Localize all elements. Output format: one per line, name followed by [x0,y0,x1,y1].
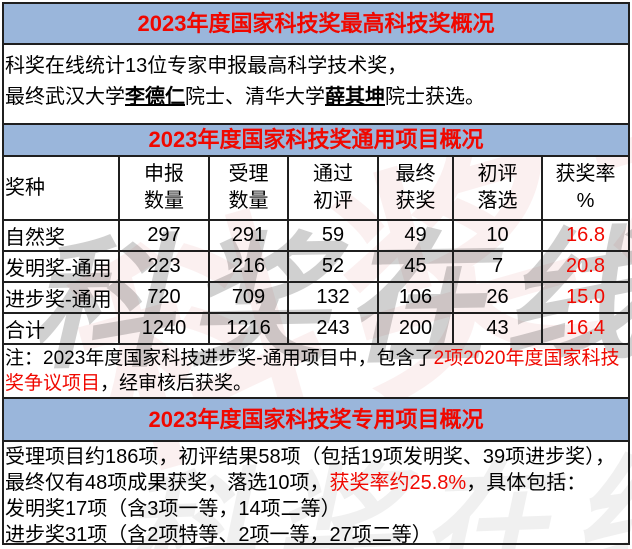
intro-line-2-mid: 院士、清华大学 [185,86,325,108]
laureate-li-deren: 李德仁 [125,86,185,108]
intro-line-2-suffix: 院士获选。 [385,86,485,108]
laureate-xue-qikun: 薛其坤 [325,86,385,108]
table-cell: 243 [287,312,379,345]
table-cell: 216 [208,250,289,283]
table-row-natural-science: 自然奖 297 291 59 49 10 16.8 [4,219,628,252]
header-supreme-award: 2023年度国家科技奖最高科技奖概况 [4,4,628,45]
special-award-rate: 获奖率约25.8% [329,472,467,494]
table-cell: 1216 [208,312,289,345]
table-cell: 1240 [118,312,210,345]
award-rate-cell: 15.0 [541,281,628,314]
col-award-type: 奖种 [4,157,120,221]
row-label: 发明奖-通用 [4,250,120,283]
table-cell: 10 [452,219,543,252]
table-cell: 223 [118,250,210,283]
award-rate-cell: 20.8 [541,250,628,283]
award-rate-cell: 16.4 [541,312,628,345]
table-cell: 291 [208,219,289,252]
intro-line-2: 最终武汉大学李德仁院士、清华大学薛其坤院士获选。 [4,82,628,113]
table-cell: 106 [377,281,454,314]
special-line-1: 受理项目约186项，初评结果58项（包括19项发明奖、39项进步奖）， [5,446,616,468]
special-line-2-prefix: 最终仅有48项成果获奖，落选10项， [5,472,330,494]
col-accepted: 受理 数量 [208,157,289,221]
header-general-projects: 2023年度国家科技奖通用项目概况 [4,125,628,157]
table-cell: 52 [287,250,379,283]
supreme-award-summary: 科奖在线统计13位专家申报最高科学技术奖， 最终武汉大学李德仁院士、清华大学薛其… [4,45,628,125]
table-cell: 709 [208,281,289,314]
special-projects-summary: 受理项目约186项，初评结果58项（包括19项发明奖、39项进步奖）， 最终仅有… [4,442,628,548]
intro-line-2-prefix: 最终武汉大学 [5,86,125,108]
intro-line-1: 科奖在线统计13位专家申报最高科学技术奖， [5,55,408,77]
col-final-awarded: 最终 获奖 [377,157,454,221]
col-applications: 申报 数量 [118,157,210,221]
footnote-disputed-projects: 2项2020年度国家科技奖争议项目 [5,348,620,394]
table-cell: 720 [118,281,210,314]
row-label: 合计 [4,312,120,345]
award-rate-cell: 16.8 [541,219,628,252]
table-row-total: 合计 1240 1216 243 200 43 16.4 [4,312,628,345]
general-projects-table: 奖种 申报 数量 受理 数量 通过 初评 最终 获奖 初评 落选 获奖率 % 自… [4,157,628,345]
table-row-invention-general: 发明奖-通用 223 216 52 45 7 20.8 [4,250,628,283]
col-preliminary-eliminated: 初评 落选 [452,157,543,221]
table-cell: 132 [287,281,379,314]
table-cell: 7 [452,250,543,283]
footnote: 注：2023年度国家科技进步奖-通用项目中，包含了2项2020年度国家科技奖争议… [4,345,628,399]
col-passed-preliminary: 通过 初评 [287,157,379,221]
header-special-projects: 2023年度国家科技奖专用项目概况 [4,399,628,442]
table-cell: 43 [452,312,543,345]
row-label: 自然奖 [4,219,120,252]
special-line-3: 发明奖17项（含3项一等，14项二等） [5,498,341,520]
special-line-2: 最终仅有48项成果获奖，落选10项，获奖率约25.8%，具体包括： [4,470,628,496]
special-line-4: 进步奖31项（含2项特等、2项一等，27项二等） [5,524,432,546]
table-cell: 49 [377,219,454,252]
table-cell: 297 [118,219,210,252]
row-label: 进步奖-通用 [4,281,120,314]
footnote-prefix: 注：2023年度国家科技进步奖-通用项目中，包含了 [5,348,434,369]
special-line-2-suffix: ，具体包括： [466,472,587,494]
table-cell: 59 [287,219,379,252]
table-cell: 45 [377,250,454,283]
table-cell: 200 [377,312,454,345]
table-cell: 26 [452,281,543,314]
footnote-suffix: ，经审核后获奖。 [100,373,253,394]
table-row-progress-general: 进步奖-通用 720 709 132 106 26 15.0 [4,281,628,314]
col-award-rate: 获奖率 % [541,157,628,221]
table-header-row: 奖种 申报 数量 受理 数量 通过 初评 最终 获奖 初评 落选 获奖率 % [4,157,628,221]
